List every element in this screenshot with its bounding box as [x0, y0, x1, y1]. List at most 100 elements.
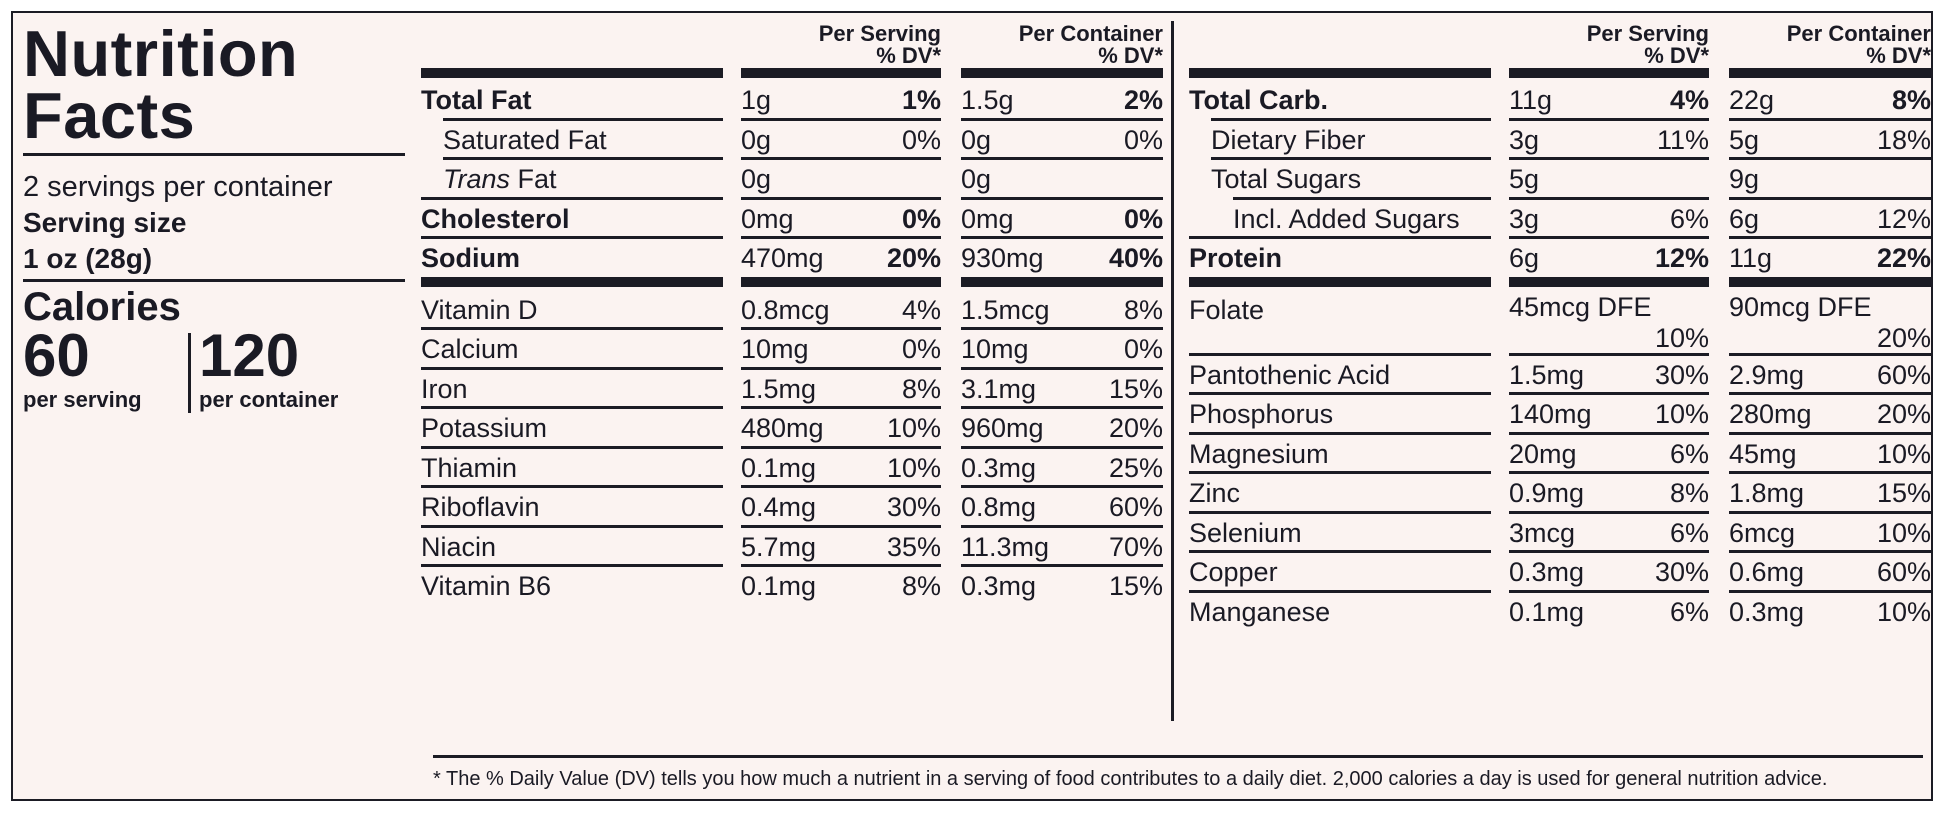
row-divider [1729, 589, 1931, 593]
per-serving-amount: 5g [1509, 164, 1540, 195]
nutrient-row: Vitamin D 0.8mcg 4% 1.5mcg 8% [421, 289, 1163, 329]
per-serving-amount: 5.7mg [741, 531, 817, 562]
per-serving-amount: 3g [1509, 203, 1540, 234]
row-divider [961, 366, 1163, 370]
header-per-serving: Per Serving% DV* [1509, 23, 1709, 67]
nutrient-row: Total Carb. 11g 4% 22g 8% [1189, 79, 1931, 119]
per-serving-dv: 6% [1669, 596, 1709, 627]
nutrient-name: Incl. Added Sugars [1233, 203, 1460, 234]
nutrient-name: Magnesium [1189, 438, 1329, 469]
nutrient-row: Trans Fat 0g 0g [421, 158, 1163, 198]
serving-size-value: 1 oz (28g) [23, 243, 153, 274]
per-container-dv: 10% [1876, 517, 1931, 548]
nutrient-name: Copper [1189, 557, 1278, 588]
row-divider [741, 445, 941, 449]
row-divider [443, 117, 723, 121]
nutrient-name: Total Sugars [1211, 164, 1362, 195]
row-divider [741, 366, 941, 370]
thick-bar [741, 68, 941, 78]
thick-bar [741, 276, 941, 287]
per-container-amount: 0.8mg [961, 492, 1037, 523]
header-per-serving: Per Serving% DV* [741, 23, 941, 67]
per-container-amount: 6g [1729, 203, 1760, 234]
nutrient-row: Niacin 5.7mg 35% 11.3mg 70% [421, 526, 1163, 566]
per-container-dv: 15% [1876, 478, 1931, 509]
nutrient-name: Niacin [421, 531, 497, 562]
row-divider [741, 236, 941, 239]
nutrient-name: Phosphorus [1189, 399, 1334, 430]
per-serving-dv: 20% [886, 243, 941, 274]
per-container-amount: 2.9mg [1729, 359, 1805, 390]
nutrient-row: Folate 45mcg DFE 10% 90mcg DFE 20% [1189, 289, 1931, 354]
per-serving-dv: 6% [1669, 517, 1709, 548]
per-container-dv: 60% [1876, 359, 1931, 390]
per-container-dv: 40% [1108, 243, 1163, 274]
row-divider [1729, 471, 1931, 474]
per-serving-amount: 0mg [741, 203, 794, 234]
header-per-container: Per Container% DV* [961, 23, 1163, 67]
per-serving-dv: 12% [1654, 243, 1709, 274]
thick-bar [1729, 68, 1931, 78]
nutrient-row: Selenium 3mcg 6% 6mcg 10% [1189, 512, 1931, 552]
per-serving-amount: 0.1mg [741, 571, 817, 602]
row-divider [961, 445, 1163, 449]
per-container-dv: 20% [1108, 413, 1163, 444]
per-container-amount: 11.3mg [961, 531, 1050, 562]
nutrient-row: Zinc 0.9mg 8% 1.8mg 15% [1189, 472, 1931, 512]
thick-bar [1189, 68, 1491, 78]
per-container-dv: 60% [1108, 492, 1163, 523]
nutrient-name: Total Fat [421, 85, 532, 116]
per-serving-dv: 8% [901, 571, 941, 602]
per-container-dv: 70% [1108, 531, 1163, 562]
calories-per-serving-label: per serving [23, 387, 142, 412]
header-per-container-title: Per Container [1018, 21, 1163, 46]
nutrient-row: Thiamin 0.1mg 10% 0.3mg 25% [421, 447, 1163, 487]
nutrient-name: Dietary Fiber [1211, 124, 1366, 155]
nutrient-row: Total Fat 1g 1% 1.5g 2% [421, 79, 1163, 119]
row-divider [741, 524, 941, 528]
per-container-amount: 11g [1729, 243, 1773, 274]
thick-bar [1509, 276, 1709, 287]
row-divider [961, 406, 1163, 409]
row-divider [1729, 431, 1931, 435]
row-divider [1509, 550, 1709, 553]
nutrient-name: Potassium [421, 413, 548, 444]
per-serving-amount: 1g [741, 85, 772, 116]
thick-bar [421, 276, 723, 287]
per-container-amount: 0mg [961, 203, 1014, 234]
per-container-dv: 10% [1876, 596, 1931, 627]
per-serving-amount: 0.4mg [741, 492, 817, 523]
row-divider [1189, 431, 1491, 435]
nutrient-name: Zinc [1189, 478, 1241, 509]
per-container-dv: 0% [1123, 124, 1163, 155]
row-divider [1211, 157, 1491, 160]
header-per-serving-title: Per Serving [1586, 21, 1709, 46]
per-container-dv: 18% [1876, 124, 1931, 155]
row-divider [1509, 196, 1709, 200]
row-divider [961, 327, 1163, 330]
nutrient-row: Total Sugars 5g 9g [1189, 158, 1931, 198]
row-divider [1189, 589, 1491, 593]
per-container-amount: 0.3mg [961, 571, 1037, 602]
divider-under-title [23, 153, 405, 156]
per-serving-dv: 30% [1654, 557, 1709, 588]
thick-bar [421, 68, 723, 78]
per-container-amount: 1.5mcg [961, 294, 1050, 325]
per-serving-amount: 3g [1509, 124, 1540, 155]
row-divider [1509, 236, 1709, 239]
table-column-divider [1171, 21, 1174, 721]
row-divider [421, 524, 723, 528]
row-divider [1189, 392, 1491, 395]
thick-bar [1189, 276, 1491, 287]
per-serving-dv: 30% [886, 492, 941, 523]
row-divider [421, 366, 723, 370]
row-divider [421, 406, 723, 409]
thick-bar [961, 68, 1163, 78]
row-divider [1509, 431, 1709, 435]
per-serving-amount: 45mcg DFE [1509, 291, 1652, 322]
row-divider [961, 157, 1163, 160]
per-container-amount: 5g [1729, 124, 1760, 155]
per-container-amount: 930mg [961, 243, 1044, 274]
per-container-amount: 0.3mg [961, 452, 1037, 483]
per-serving-amount: 0.3mg [1509, 557, 1585, 588]
